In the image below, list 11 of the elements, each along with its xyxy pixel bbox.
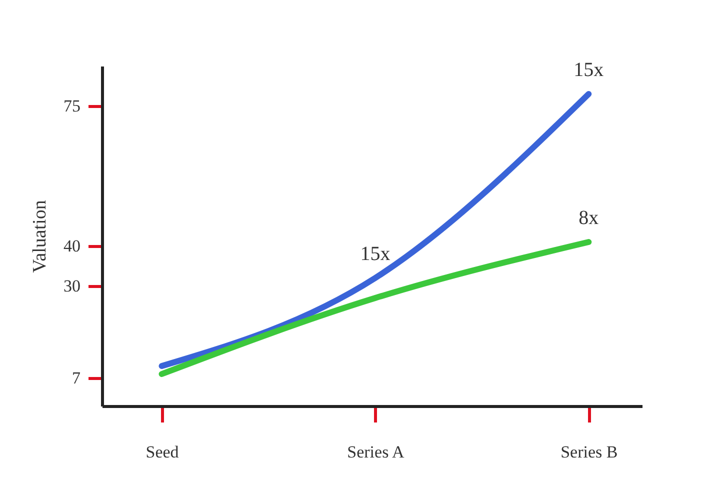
annotation: 15x <box>360 243 390 265</box>
y-tick-label: 75 <box>64 96 80 116</box>
x-tick-label: Seed <box>146 442 180 462</box>
y-axis-title: Valuation <box>30 200 50 273</box>
annotation: 15x <box>574 59 604 81</box>
annotation: 8x <box>578 207 599 229</box>
y-tick-label: 7 <box>72 368 81 388</box>
y-tick-label: 30 <box>64 276 80 296</box>
x-tick-label: Series B <box>560 442 618 462</box>
x-tick-label: Series A <box>347 442 405 462</box>
y-tick-label: 40 <box>64 236 80 256</box>
